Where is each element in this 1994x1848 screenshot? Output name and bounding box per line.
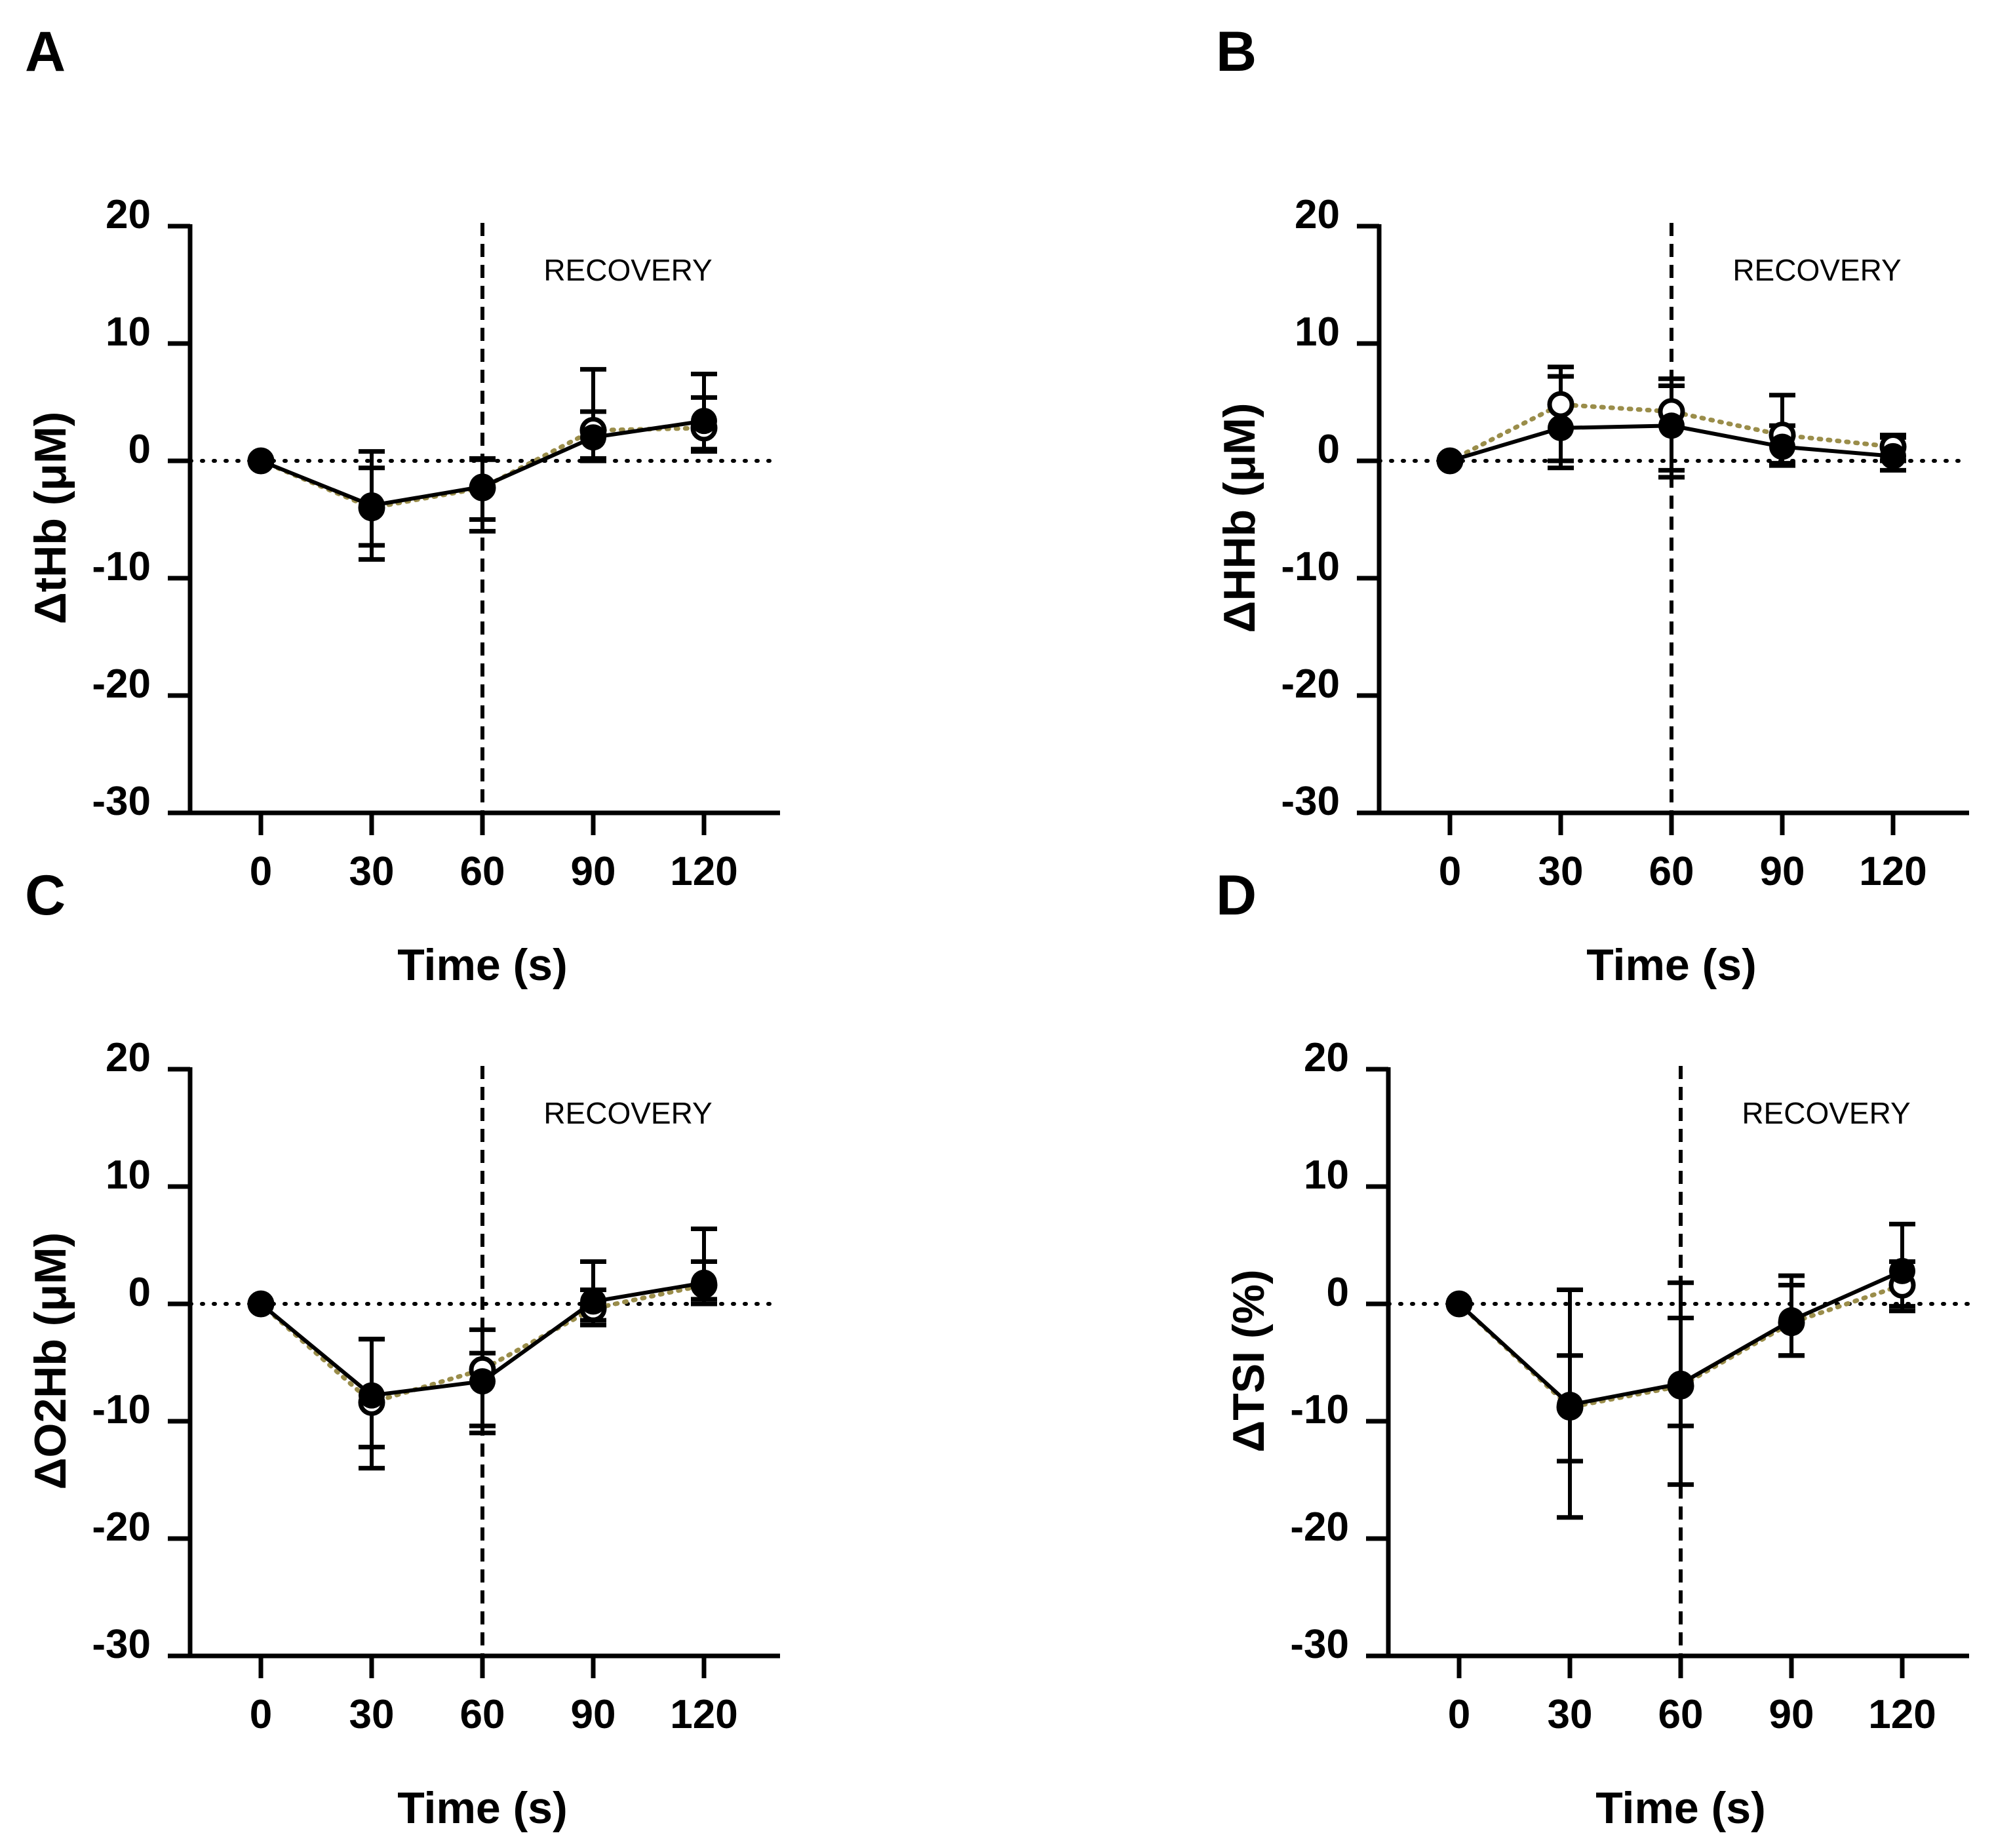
y-tick-label: 10 <box>106 1152 151 1198</box>
y-tick-label: 0 <box>128 1270 151 1315</box>
data-point-filled <box>248 1291 274 1317</box>
y-tick-label: -20 <box>92 1504 151 1550</box>
data-point-filled <box>359 1382 385 1409</box>
y-tick-label: -30 <box>92 779 151 824</box>
y-tick-label: -10 <box>92 544 151 589</box>
y-axis-title: ΔTSI (%) <box>1224 1269 1274 1452</box>
data-point-filled <box>580 424 606 451</box>
y-tick-label: 10 <box>106 309 151 355</box>
data-point-filled <box>1668 1370 1694 1397</box>
data-point-open <box>1547 391 1574 418</box>
y-tick-label: -30 <box>1281 779 1340 824</box>
data-point-filled <box>1658 412 1685 439</box>
x-tick-label: 0 <box>1439 849 1461 894</box>
panel-d: D 20 10 0 -10 -20 -30 0 30 60 90 120 Tim… <box>1216 864 1971 1833</box>
x-tick-label: 0 <box>250 849 272 894</box>
data-point-filled <box>1557 1391 1583 1418</box>
x-tick-label: 90 <box>571 849 616 894</box>
data-point-filled <box>1769 433 1795 460</box>
y-tick-label: 0 <box>128 427 151 472</box>
series-line-open <box>258 1282 707 1406</box>
recovery-label: RECOVERY <box>1732 253 1901 287</box>
y-tick-label: -30 <box>1290 1622 1349 1667</box>
x-tick-label: 60 <box>460 849 505 894</box>
panel-letter: C <box>25 864 66 927</box>
x-tick-label: 90 <box>571 1692 616 1737</box>
panel-letter: A <box>25 20 66 83</box>
recovery-label: RECOVERY <box>543 253 712 287</box>
x-tick-label: 0 <box>250 1692 272 1737</box>
x-tick-label: 30 <box>349 849 395 894</box>
x-axis-title: Time (s) <box>1586 940 1756 990</box>
data-point-filled <box>1880 442 1906 469</box>
y-tick-label: -20 <box>1290 1504 1349 1550</box>
y-tick-label: -10 <box>1281 544 1340 589</box>
data-point-filled <box>1446 1291 1472 1317</box>
x-axis-title: Time (s) <box>397 1783 567 1833</box>
x-tick-label: 30 <box>1548 1692 1593 1737</box>
panel-letter: B <box>1216 20 1257 83</box>
data-point-filled <box>580 1288 606 1315</box>
y-tick-label: -20 <box>1281 661 1340 707</box>
x-tick-label: 60 <box>460 1692 505 1737</box>
data-point-filled <box>691 408 717 435</box>
x-tick-label: 30 <box>1538 849 1584 894</box>
x-tick-label: 120 <box>670 1692 737 1737</box>
panel-a: A 20 10 0 -10 -20 -30 0 30 60 90 120 Tim… <box>25 20 782 990</box>
recovery-label: RECOVERY <box>543 1096 712 1130</box>
y-axis-title: ΔHHb (μM) <box>1215 403 1264 633</box>
x-tick-label: 120 <box>1868 1692 1936 1737</box>
y-tick-label: 10 <box>1304 1152 1349 1198</box>
x-tick-label: 60 <box>1649 849 1694 894</box>
data-point-filled <box>469 1368 496 1395</box>
y-axis-title: ΔtHb (μM) <box>26 412 75 625</box>
x-tick-label: 120 <box>1859 849 1926 894</box>
y-tick-label: 10 <box>1295 309 1340 355</box>
y-tick-label: -20 <box>92 661 151 707</box>
y-tick-label: -10 <box>1290 1387 1349 1432</box>
x-tick-label: 0 <box>1448 1692 1470 1737</box>
y-tick-label: 0 <box>1318 427 1340 472</box>
y-axis-title: ΔO2Hb (μM) <box>26 1232 75 1490</box>
x-axis-title: Time (s) <box>1595 1783 1765 1833</box>
data-point-filled <box>359 492 385 519</box>
x-tick-label: 30 <box>349 1692 395 1737</box>
y-tick-label: 20 <box>106 192 151 237</box>
y-tick-label: -10 <box>92 1387 151 1432</box>
recovery-label: RECOVERY <box>1742 1096 1910 1130</box>
x-tick-label: 120 <box>670 849 737 894</box>
y-tick-label: 20 <box>1304 1035 1349 1080</box>
data-point-filled <box>1548 414 1574 441</box>
x-axis-title: Time (s) <box>397 940 567 990</box>
data-point-filled <box>1778 1307 1805 1334</box>
data-point-filled <box>691 1269 717 1296</box>
y-tick-label: 20 <box>1295 192 1340 237</box>
panel-letter: D <box>1216 864 1257 927</box>
y-tick-label: 0 <box>1327 1270 1349 1315</box>
panel-b: B 20 10 0 -10 -20 -30 0 30 60 90 120 Tim… <box>1215 20 1971 990</box>
series-line-open <box>1447 402 1896 463</box>
data-point-filled <box>1437 448 1463 474</box>
y-tick-label: -30 <box>92 1622 151 1667</box>
data-point-filled <box>469 473 496 500</box>
panel-c: C 20 10 0 -10 -20 -30 0 30 60 90 120 Tim… <box>25 864 782 1833</box>
y-tick-label: 20 <box>106 1035 151 1080</box>
x-tick-label: 90 <box>1769 1692 1814 1737</box>
data-point-filled <box>1889 1257 1915 1284</box>
x-tick-label: 60 <box>1658 1692 1704 1737</box>
x-tick-label: 90 <box>1760 849 1805 894</box>
data-point-filled <box>248 448 274 474</box>
